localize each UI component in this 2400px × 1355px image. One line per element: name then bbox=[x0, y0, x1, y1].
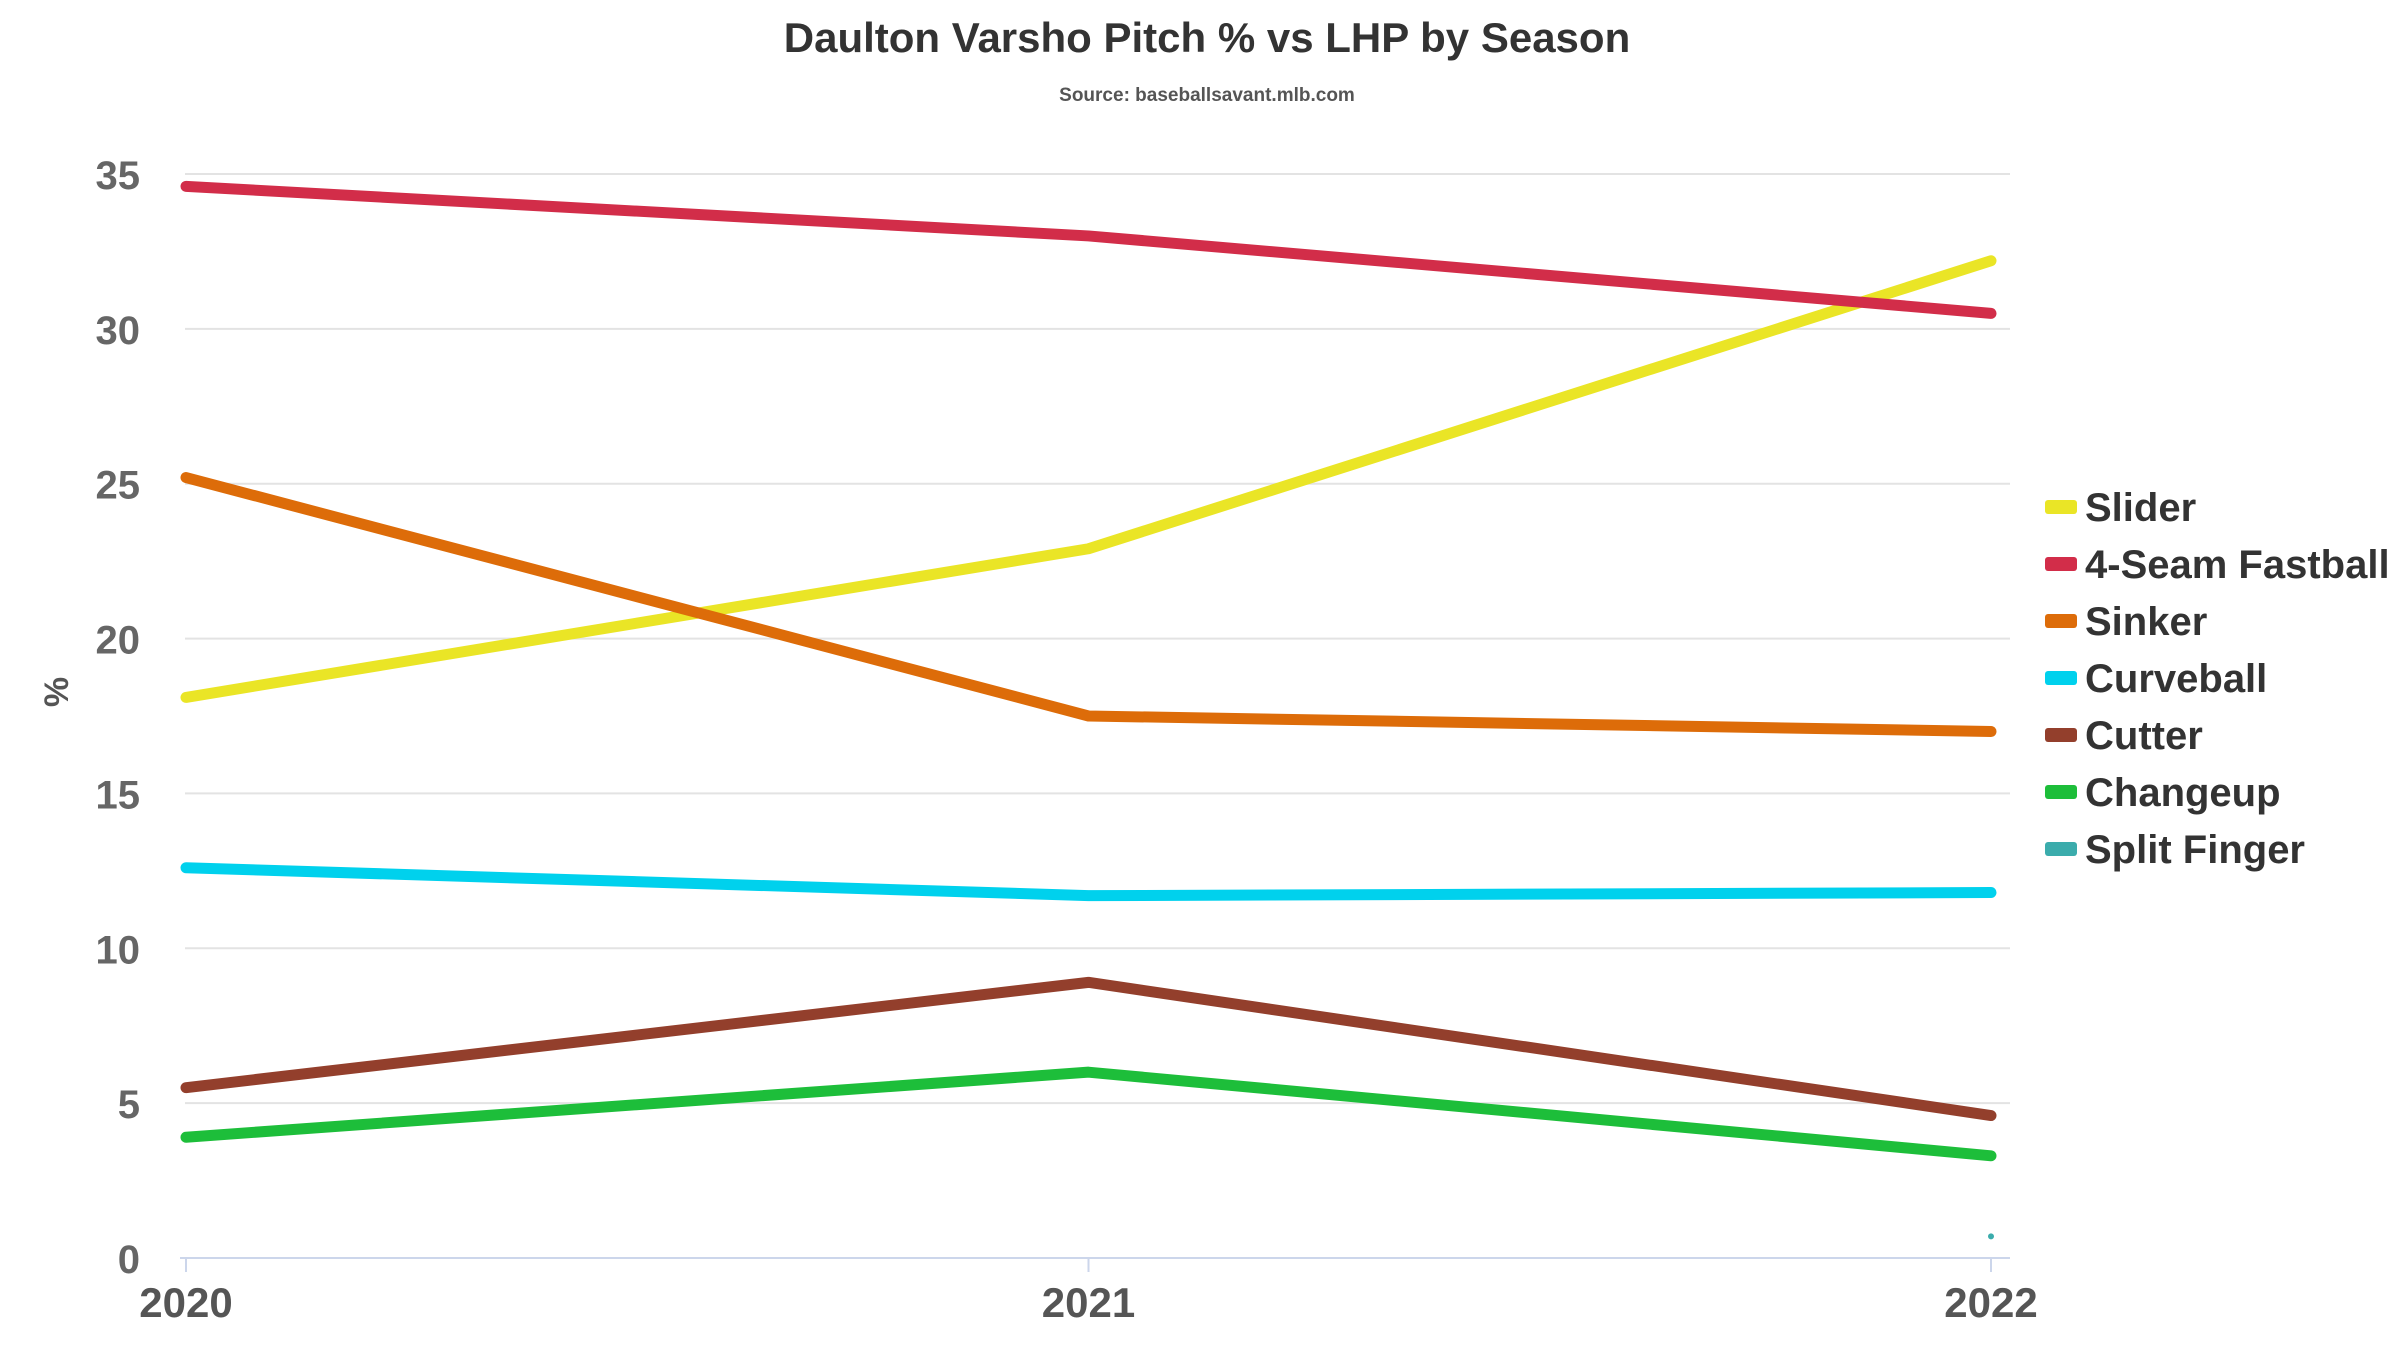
x-tick-label: 2022 bbox=[1944, 1279, 2037, 1326]
legend-swatch bbox=[2045, 557, 2077, 571]
legend-item[interactable]: Curveball bbox=[2045, 657, 2267, 701]
x-axis: 2020 2021 2022 bbox=[139, 1257, 2038, 1326]
legend-label: Curveball bbox=[2085, 657, 2267, 701]
y-tick-label: 25 bbox=[96, 464, 141, 508]
legend-label: Slider bbox=[2085, 486, 2196, 530]
chart-title: Daulton Varsho Pitch % vs LHP by Season bbox=[784, 14, 1630, 61]
legend-label: Sinker bbox=[2085, 600, 2207, 644]
y-tick-label: 35 bbox=[96, 154, 141, 198]
series-line[interactable] bbox=[180, 976, 1997, 1122]
legend[interactable]: Slider 4-Seam Fastball Sinker Curveball Cutt… bbox=[2045, 486, 2390, 872]
legend-swatch bbox=[2045, 785, 2077, 799]
legend-swatch bbox=[2045, 728, 2077, 742]
legend-item[interactable]: Cutter bbox=[2045, 714, 2203, 758]
legend-label: 4-Seam Fastball bbox=[2085, 543, 2390, 587]
legend-swatch bbox=[2045, 614, 2077, 628]
x-tick-label: 2020 bbox=[139, 1279, 232, 1326]
legend-item[interactable]: Changeup bbox=[2045, 771, 2281, 815]
series-line[interactable] bbox=[180, 1066, 1997, 1162]
legend-label: Split Finger bbox=[2085, 828, 2305, 872]
x-tick-label: 2021 bbox=[1042, 1279, 1135, 1326]
y-tick-label: 30 bbox=[96, 309, 141, 353]
y-axis-label: % bbox=[38, 677, 76, 707]
legend-swatch bbox=[2045, 500, 2077, 514]
legend-item[interactable]: Split Finger bbox=[2045, 828, 2305, 872]
series-point[interactable] bbox=[1988, 1233, 1994, 1240]
legend-item[interactable]: Slider bbox=[2045, 486, 2196, 530]
legend-swatch bbox=[2045, 842, 2077, 856]
legend-swatch bbox=[2045, 671, 2077, 685]
y-tick-label: 20 bbox=[96, 619, 141, 663]
series-line[interactable] bbox=[180, 180, 1997, 319]
y-tick-label: 15 bbox=[96, 773, 141, 817]
legend-label: Changeup bbox=[2085, 771, 2281, 815]
legend-item[interactable]: Sinker bbox=[2045, 600, 2207, 644]
series-line[interactable] bbox=[180, 862, 1997, 902]
gridlines bbox=[185, 173, 2010, 1105]
series-line[interactable] bbox=[180, 255, 1997, 703]
y-tick-label: 5 bbox=[118, 1083, 140, 1127]
y-tick-label: 0 bbox=[118, 1238, 140, 1282]
legend-label: Cutter bbox=[2085, 714, 2203, 758]
series-lines bbox=[180, 180, 1997, 1240]
series-line[interactable] bbox=[180, 472, 1997, 737]
chart-subtitle: Source: baseballsavant.mlb.com bbox=[1059, 85, 1355, 106]
y-axis-ticks: 0 5 10 15 20 25 30 35 bbox=[96, 154, 141, 1282]
y-tick-label: 10 bbox=[96, 928, 141, 972]
legend-item[interactable]: 4-Seam Fastball bbox=[2045, 543, 2390, 587]
